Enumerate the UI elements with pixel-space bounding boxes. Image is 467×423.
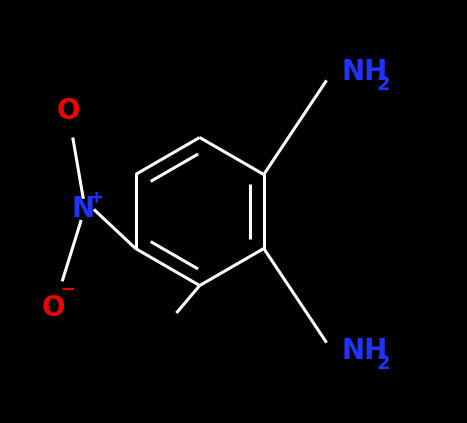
Text: O: O	[57, 97, 80, 125]
Text: NH: NH	[341, 58, 388, 86]
Text: N: N	[72, 195, 95, 223]
Text: NH: NH	[341, 337, 388, 365]
Text: 2: 2	[376, 75, 389, 94]
Text: 2: 2	[376, 354, 389, 373]
Text: +: +	[88, 189, 103, 206]
Text: −: −	[60, 281, 75, 299]
Text: O: O	[42, 294, 65, 322]
